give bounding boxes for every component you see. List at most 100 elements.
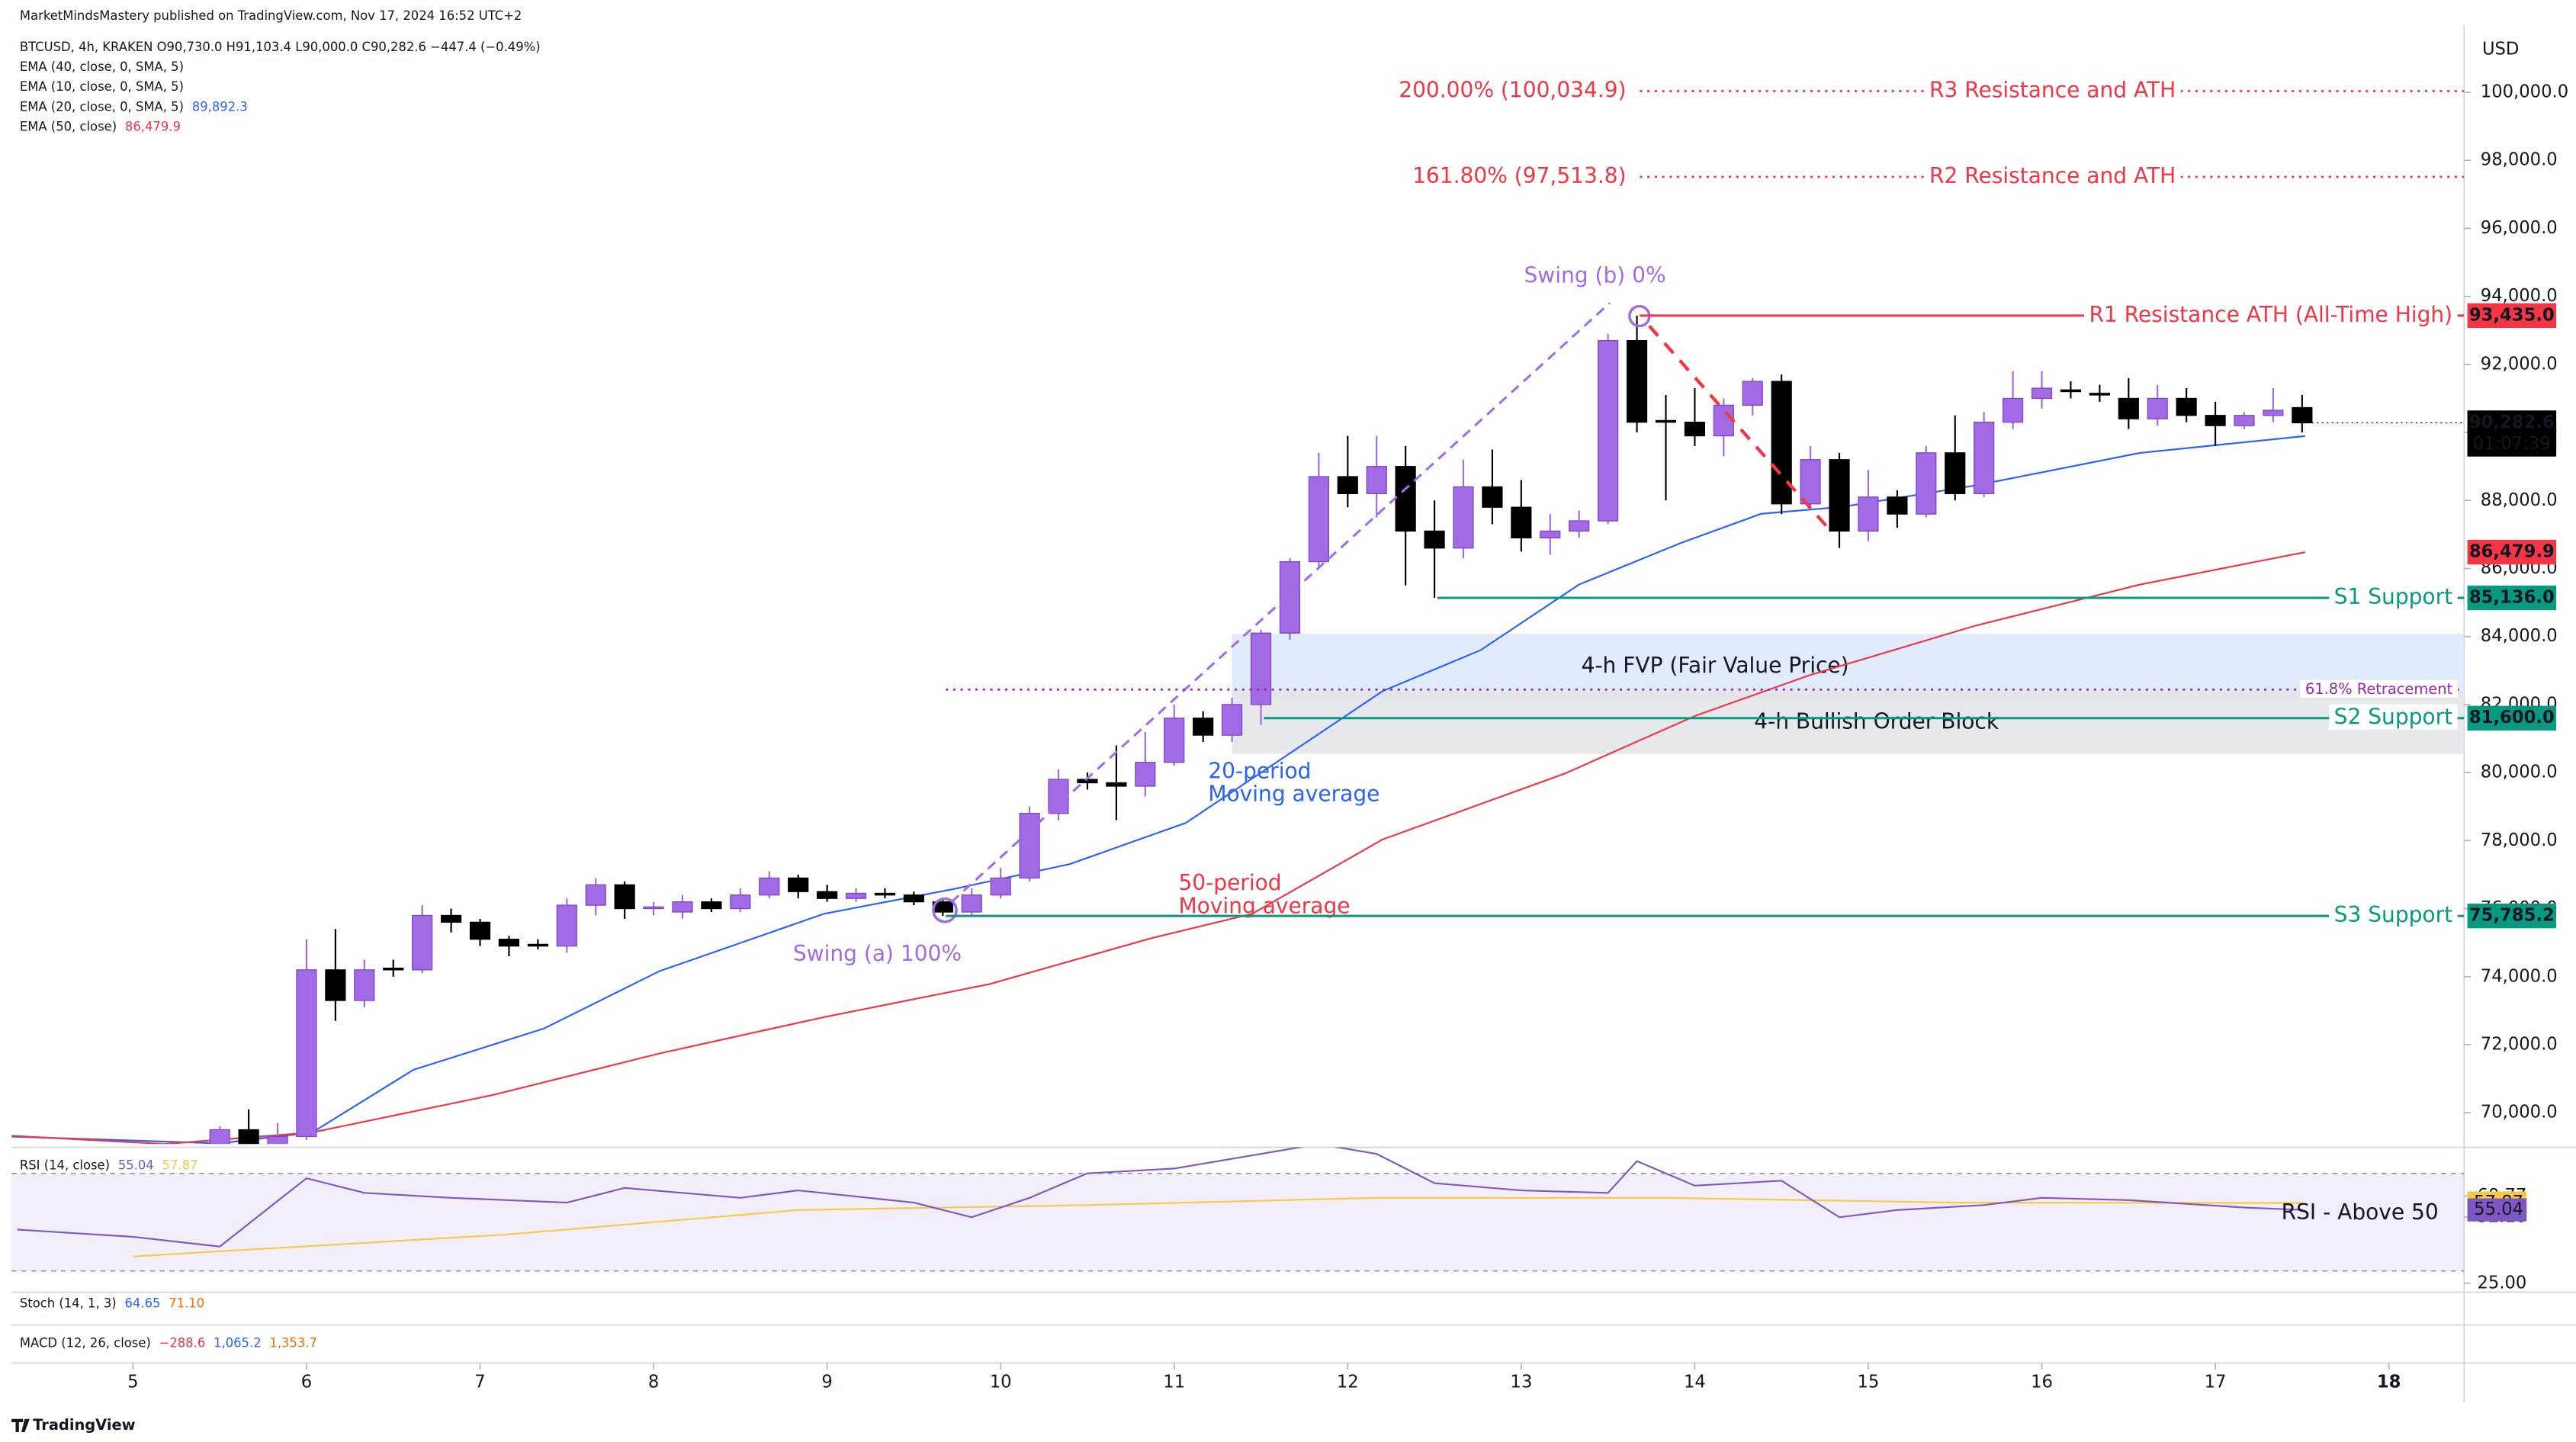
y-tick-label: 98,000.0 — [2481, 150, 2558, 170]
candle-body — [1800, 459, 1821, 505]
label-background — [2329, 902, 2458, 928]
candle-body — [788, 877, 809, 892]
candle-body — [1916, 452, 1937, 515]
level-label: 61.8% Retracement — [2305, 680, 2453, 698]
label-background — [2329, 584, 2458, 610]
level-label: R1 Resistance ATH (All-Time High) — [2089, 302, 2452, 327]
price-badge-label: 81,600.0 — [2469, 708, 2555, 727]
rsi-value: 55.04 — [118, 1158, 154, 1172]
macd-legend: MACD (12, 26, close) −288.6 1,065.2 1,353.7 — [20, 1335, 317, 1350]
candle-body — [614, 884, 635, 910]
legend-name: EMA (50, close) — [20, 119, 117, 133]
y-tick-label: 88,000.0 — [2481, 490, 2558, 510]
level-label: R3 Resistance and ATH — [1929, 77, 2176, 102]
candle-body — [1193, 718, 1214, 736]
y-tick-label: 80,000.0 — [2481, 763, 2558, 782]
macd-hist: −288.6 — [159, 1335, 206, 1350]
candle-body — [672, 901, 693, 913]
x-tick-label: 13 — [1510, 1373, 1532, 1392]
y-tick-label: 84,000.0 — [2481, 626, 2558, 646]
x-tick-label: 9 — [821, 1373, 832, 1392]
x-tick-label: 5 — [127, 1373, 138, 1392]
rsi-legend: RSI (14, close) 55.04 57.87 — [20, 1158, 198, 1172]
candle-body — [1135, 762, 1156, 787]
ma-note: 50-period — [1178, 870, 1281, 895]
price-badge-label: 93,435.0 — [2469, 305, 2555, 325]
candle-body — [1684, 422, 1705, 437]
y-tick-label: 72,000.0 — [2481, 1034, 2558, 1054]
zone-label: 4-h Bullish Order Block — [1754, 709, 1999, 734]
candle-body — [1337, 476, 1358, 495]
fib-label: 161.80% (97,513.8) — [1412, 163, 1626, 188]
candle-body — [903, 894, 924, 903]
candle-body — [1106, 782, 1127, 787]
rsi-pane — [11, 1147, 2465, 1272]
x-tick-label: 16 — [2031, 1373, 2053, 1392]
swing-marker — [932, 897, 958, 923]
swing-line — [950, 302, 1611, 904]
price-badge — [2467, 410, 2557, 457]
candle-body — [1945, 452, 1966, 495]
symbol-legend: BTCUSD, 4h, KRAKEN O90,730.0 H91,103.4 L… — [20, 40, 541, 54]
candle-body — [1048, 779, 1069, 814]
candle-body — [2060, 389, 2082, 393]
x-tick-label: 8 — [648, 1373, 659, 1392]
y-tick-label: 100,000.0 — [2481, 82, 2568, 102]
ma-note: Moving average — [1208, 782, 1380, 807]
price-badge — [2467, 539, 2557, 565]
brand-logo — [11, 1418, 30, 1432]
overlay: MarketMindsMastery published on TradingV… — [11, 8, 2568, 1434]
label-background — [2083, 301, 2458, 327]
rsi-band — [11, 1173, 2465, 1271]
indicator-legend: EMA (50, close) 86,479.9 — [20, 119, 181, 133]
x-tick-label: 11 — [1163, 1373, 1185, 1392]
rsi-note: RSI - Above 50 — [2282, 1200, 2439, 1225]
rsi-ma-line — [133, 1196, 2302, 1257]
candle-body — [296, 969, 317, 1138]
candle-body — [817, 891, 838, 899]
candle-body — [498, 939, 520, 947]
candle-body — [1742, 381, 1763, 406]
candle-body — [874, 892, 896, 896]
candle-body — [845, 892, 867, 899]
candle-body — [1713, 404, 1734, 437]
candle-body — [2176, 397, 2197, 416]
candle-body — [412, 914, 433, 971]
candle-body — [2089, 393, 2110, 396]
candle-body — [2147, 397, 2168, 419]
y-tick-label: 70,000.0 — [2481, 1103, 2558, 1122]
rsi-badge — [2467, 1198, 2527, 1222]
label-background — [1924, 162, 2181, 188]
candle-body — [2205, 415, 2226, 426]
level-label: S3 Support — [2334, 902, 2452, 927]
level-label: R2 Resistance and ATH — [1929, 163, 2176, 188]
price-badge — [2467, 903, 2557, 929]
price-badge — [2467, 585, 2557, 611]
candle-body — [1077, 779, 1098, 784]
price-badge — [2467, 303, 2557, 329]
candle-body — [1366, 466, 1387, 495]
candle-body — [2118, 397, 2139, 419]
candle-body — [325, 969, 346, 1001]
zone — [1232, 634, 2465, 700]
price-badge-label: 75,785.2 — [2469, 906, 2555, 926]
y-tick-label: 92,000.0 — [2481, 354, 2558, 374]
candle-body — [990, 877, 1011, 896]
candle-body — [383, 967, 404, 971]
y-tick-label: 94,000.0 — [2481, 286, 2558, 306]
zone — [1232, 691, 2465, 754]
candle-body — [1540, 530, 1561, 538]
price-badge-label: 85,136.0 — [2469, 588, 2555, 608]
main-pane: 4-h FVP (Fair Value Price) 4-h Bullish Or… — [11, 315, 2465, 1145]
candle-body — [2002, 397, 2024, 423]
x-tick-label: 7 — [474, 1373, 485, 1392]
ma-note: 20-period — [1208, 758, 1311, 783]
candle-body — [527, 943, 548, 947]
candle-body — [1279, 560, 1301, 634]
candle-body — [1221, 704, 1243, 736]
indicator-legend: EMA (40, close, 0, SMA, 5) — [20, 59, 184, 74]
candle-body — [1453, 486, 1474, 549]
candle-body — [730, 894, 751, 910]
candle-body — [1482, 486, 1503, 508]
